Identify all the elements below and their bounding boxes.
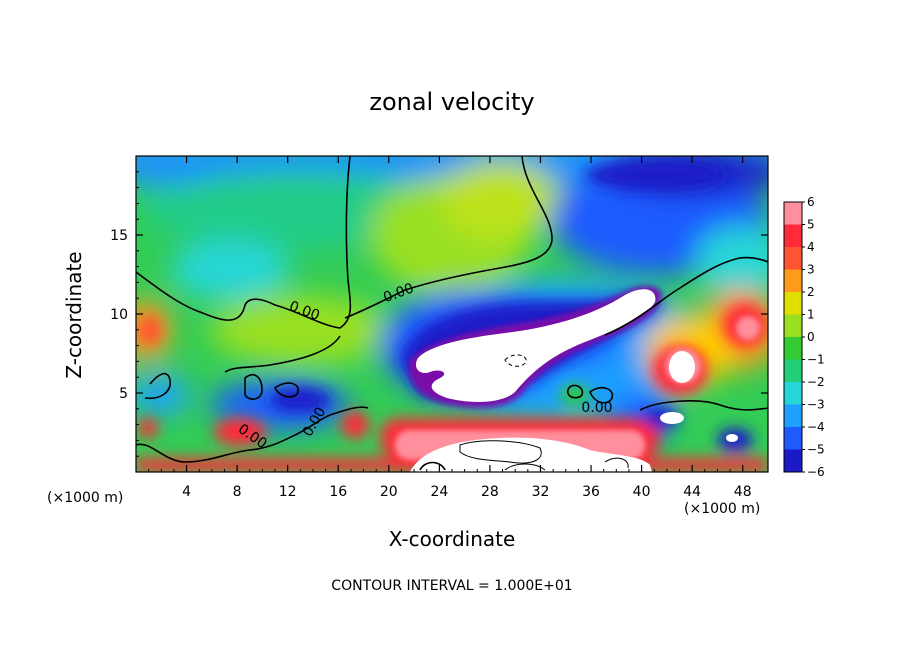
colorbar-swatch [784,427,802,450]
colorbar-swatch [784,382,802,405]
colorbar-label: 4 [807,240,815,254]
colorbar-swatch [784,359,802,382]
colorbar-label: 3 [807,263,815,277]
colorbar-swatch [784,202,802,225]
colorbar-label: −5 [807,443,825,457]
x-tick-label: 40 [633,484,651,500]
colorbar-label: 5 [807,218,815,232]
x-tick-label: 12 [279,484,297,500]
colorbar-label: 1 [807,308,815,322]
x-axis: 4 8 12 16 20 24 28 32 36 40 44 48 [148,156,756,500]
contour-lines [136,156,768,471]
x-tick-label: 32 [532,484,550,500]
colorbar-label: −4 [807,420,825,434]
colorbar-label: −1 [807,353,825,367]
x-tick-label: 4 [182,484,191,500]
colorbar-label: −2 [807,375,825,389]
colorbar-label: −6 [807,465,825,479]
y-tick-label: 10 [110,307,128,323]
colorbar-swatch [784,269,802,292]
colorbar-label: 6 [807,195,815,209]
y-axis: 5 10 15 [110,171,768,457]
colorbar-swatch [784,337,802,360]
colorbar-swatch [784,314,802,337]
x-tick-label: 20 [380,484,398,500]
colorbar-label: 2 [807,285,815,299]
colorbar-swatch [784,449,802,472]
colorbar-label: −3 [807,398,825,412]
x-unit-label-right: (×1000 m) [684,501,761,517]
contour-interval-note: CONTOUR INTERVAL = 1.000E+01 [331,578,573,594]
x-tick-label: 48 [734,484,752,500]
colorbar-swatch [784,247,802,270]
x-tick-label: 44 [683,484,701,500]
colorbar-swatch [784,404,802,427]
x-tick-label: 8 [233,484,242,500]
colorbar: 6 5 4 3 2 1 0 −1 −2 −3 −4 −5 −6 [783,195,825,479]
x-unit-label-left: (×1000 m) [47,490,124,506]
colorbar-swatch [784,224,802,247]
x-tick-label: 16 [329,484,347,500]
x-tick-label: 36 [582,484,600,500]
x-tick-label: 24 [430,484,448,500]
x-axis-label: X-coordinate [388,527,516,551]
x-tick-label: 28 [481,484,499,500]
chart-title: zonal velocity [369,88,535,116]
colorbar-label: 0 [807,330,815,344]
y-tick-label: 15 [110,228,128,244]
contour-label: 0.00 [581,400,612,416]
colorbar-swatch [784,292,802,315]
y-tick-label: 5 [119,386,128,402]
heatmap-field [136,156,768,472]
